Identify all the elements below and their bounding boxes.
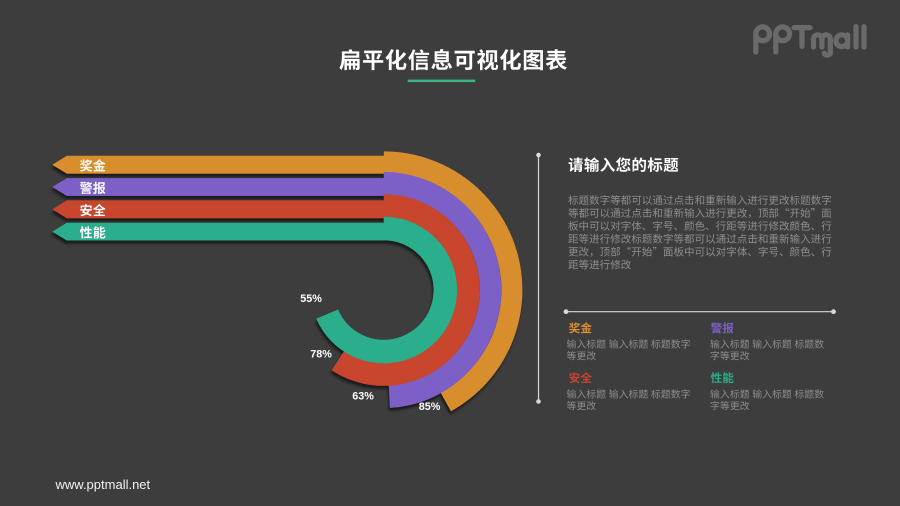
svg-text:55%: 55% (300, 293, 322, 305)
svg-text:78%: 78% (310, 349, 332, 361)
svg-text:63%: 63% (352, 391, 374, 403)
svg-text:85%: 85% (419, 401, 441, 413)
svg-text:www.pptmall.net: www.pptmall.net (55, 477, 151, 492)
